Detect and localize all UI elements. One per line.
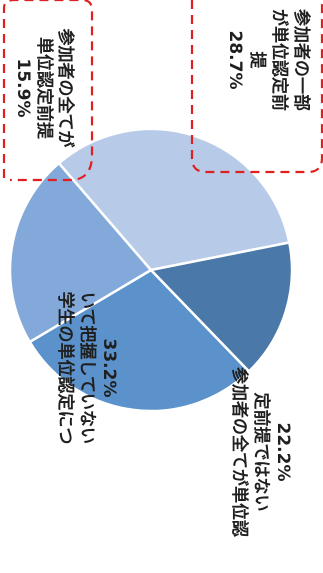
label-slice-3-value: 33.2% [99,339,119,398]
pie-slice-4 [149,241,294,373]
label-slice-3-line-1: 学生の単位認定につ [55,292,76,445]
callout-box-slice-1 [190,0,323,174]
pie-slice-2 [8,161,153,344]
label-slice-3-line-2: いて把握していない [77,292,98,444]
label-slice-2-value: 22.2% [273,423,293,482]
label-slice-2: 参加者の全てが単位認 定前提ではない 22.2% [229,367,293,537]
pie-slice-1 [28,268,251,413]
pie-slice-3 [57,127,291,272]
label-slice-1-value: 28.7% [225,31,245,90]
label-slice-4: 参加者の全てが 単位認定前提 15.9% [13,29,76,148]
label-slice-3: 学生の単位認定につ いて把握していない 33.2% [55,292,119,445]
label-slice-4-value: 15.9% [13,59,33,118]
label-slice-4-line-1: 参加者の全てが [55,29,76,148]
label-slice-2-line-2: 定前提ではない [251,393,272,512]
label-slice-1-line-3: 提 [247,52,267,70]
label-slice-4-line-2: 単位認定前提 [34,37,55,140]
pie-slices [8,127,294,413]
label-slice-1-line-1: 参加者の一部 [291,9,312,111]
label-slice-1-line-2: が単位認定前 [269,9,290,111]
label-slice-2-line-1: 参加者の全てが単位認 [229,367,250,537]
label-slice-1: 参加者の一部 が単位認定前 提 28.7% [225,9,312,111]
callout-box-slice-4 [2,0,94,182]
